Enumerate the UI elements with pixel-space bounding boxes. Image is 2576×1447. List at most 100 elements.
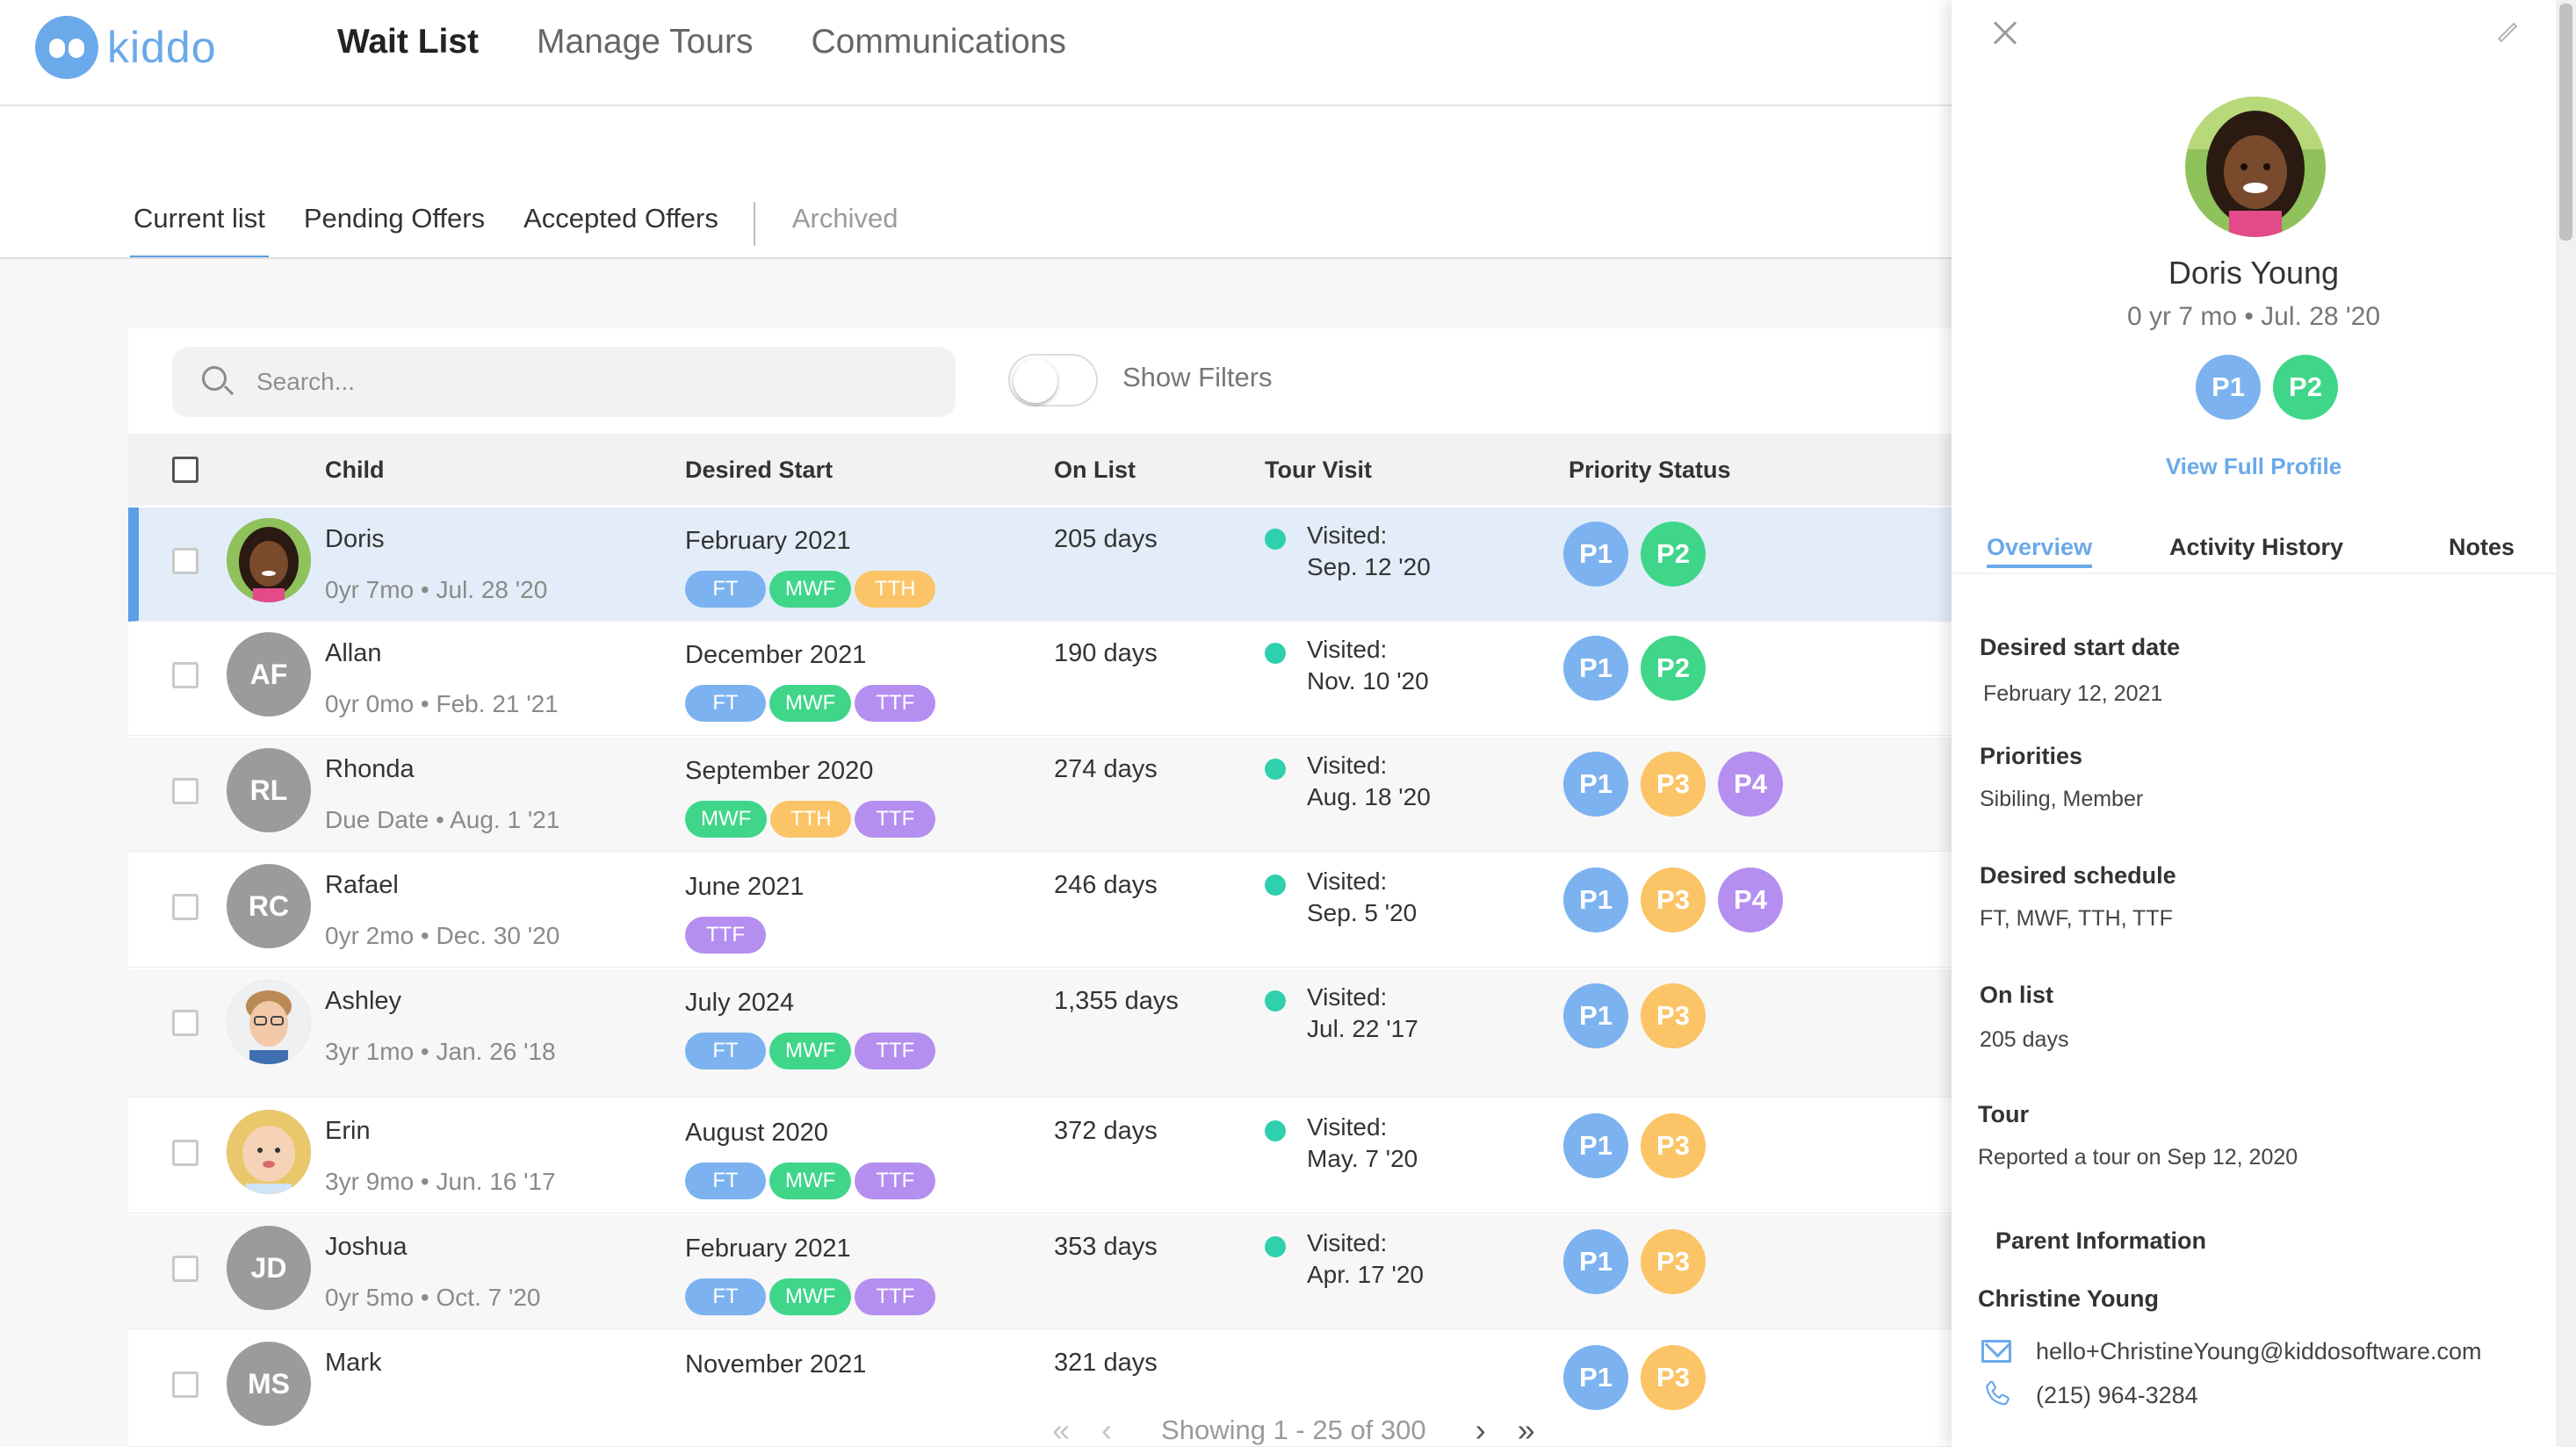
kiddo-logo[interactable]: kiddo [35, 16, 217, 79]
last-page-icon[interactable]: » [1517, 1412, 1535, 1447]
column-header-child[interactable]: Child [325, 457, 385, 483]
parent-email[interactable]: hello+ChristineYoung@kiddosoftware.com [2036, 1338, 2482, 1364]
table-row[interactable]: RL Rhonda Due Date • Aug. 1 '21 September 2… [128, 738, 1952, 852]
table-row[interactable]: Erin 3yr 9mo • Jun. 16 '17 August 2020 FT MW… [128, 1099, 1952, 1213]
priority-badge-p3: P3 [1641, 1113, 1706, 1178]
on-list-days: 1,355 days [1054, 987, 1179, 1015]
priority-badge-p1: P1 [1563, 1229, 1628, 1294]
schedule-chips: FT MWF TTH [685, 571, 936, 608]
schedule-chip-mwf: MWF [769, 571, 852, 608]
avatar: MS [227, 1342, 311, 1426]
row-checkbox[interactable] [172, 1371, 198, 1398]
tour-visit: Visited: Sep. 12 '20 [1307, 522, 1431, 580]
table-row[interactable]: RC Rafael 0yr 2mo • Dec. 30 '20 June 2021 TT… [128, 853, 1952, 968]
schedule-chip-ttf: TTF [855, 685, 936, 722]
panel-tab-overview[interactable]: Overview [1987, 534, 2093, 568]
row-checkbox[interactable] [172, 548, 198, 574]
table-row[interactable]: Doris 0yr 7mo • Jul. 28 '20 February 2021 F… [128, 508, 1952, 622]
panel-tab-notes[interactable]: Notes [2449, 534, 2515, 560]
priority-badges: P1 P3 [1563, 1345, 1706, 1410]
tab-archived[interactable]: Archived [791, 203, 898, 234]
parent-phone[interactable]: (215) 964-3284 [2036, 1382, 2198, 1408]
edit-pencil-icon[interactable] [2489, 18, 2521, 49]
tabs-underline [0, 257, 1952, 259]
schedule-chip-ttf: TTF [685, 917, 766, 954]
pagination: « ‹ Showing 1 - 25 of 300 › » [1036, 1412, 1551, 1447]
child-detail-panel: Doris Young 0 yr 7 mo • Jul. 28 '20 P1 P… [1952, 0, 2556, 1447]
priority-badge-p3: P3 [1641, 1345, 1706, 1410]
panel-tab-activity-history[interactable]: Activity History [2169, 534, 2344, 560]
column-header-priority-status[interactable]: Priority Status [1569, 457, 1731, 483]
priorities-value: Sibiling, Member [1980, 787, 2144, 811]
scrollbar[interactable] [2556, 0, 2576, 1447]
schedule-chip-mwf: MWF [769, 1278, 852, 1315]
row-checkbox[interactable] [172, 1140, 198, 1166]
priority-badge-p3: P3 [1641, 752, 1706, 817]
show-filters-toggle[interactable] [1008, 354, 1098, 407]
desired-start-label: Desired start date [1980, 634, 2181, 660]
priority-badges: P1 P3 [1563, 983, 1706, 1048]
row-checkbox[interactable] [172, 1010, 198, 1036]
tab-current-list[interactable]: Current list [130, 200, 269, 260]
phone-icon [1981, 1379, 2015, 1412]
table-row[interactable]: Ashley 3yr 1mo • Jan. 26 '18 July 2024 FT MW… [128, 969, 1952, 1098]
desired-start: February 2021 [685, 1235, 851, 1263]
priority-badges: P1 P2 [1563, 636, 1706, 701]
view-full-profile-link[interactable]: View Full Profile [2165, 453, 2342, 479]
avatar [227, 1110, 311, 1194]
table-row[interactable]: JD Joshua 0yr 5mo • Oct. 7 '20 February 202… [128, 1215, 1952, 1329]
column-header-desired-start[interactable]: Desired Start [685, 457, 833, 483]
scroll-thumb[interactable] [2559, 4, 2572, 241]
avatar: AF [227, 632, 311, 716]
column-header-tour-visit[interactable]: Tour Visit [1265, 457, 1373, 483]
child-name: Rafael [325, 871, 399, 899]
close-icon[interactable] [1987, 16, 2022, 51]
row-checkbox[interactable] [172, 662, 198, 688]
row-checkbox[interactable] [172, 894, 198, 920]
schedule-chip-mwf: MWF [769, 1033, 852, 1069]
table-row[interactable]: AF Allan 0yr 0mo • Feb. 21 '21 December 202… [128, 622, 1952, 736]
child-age: 0yr 2mo • Dec. 30 '20 [325, 922, 560, 949]
tour-status-dot [1265, 990, 1286, 1011]
nav-communications[interactable]: Communications [811, 23, 1066, 61]
tour-status-dot [1265, 1236, 1286, 1257]
parent-info-heading: Parent Information [1995, 1227, 2207, 1254]
search-icon [198, 363, 237, 401]
row-checkbox[interactable] [172, 778, 198, 804]
panel-priority-badges: P1 P2 [2196, 355, 2338, 420]
schedule-chip-ttf: TTF [855, 1163, 936, 1199]
tour-visit: Visited: Aug. 18 '20 [1307, 752, 1431, 810]
desired-schedule-value: FT, MWF, TTH, TTF [1980, 906, 2173, 931]
schedule-chips: FT MWF TTF [685, 1163, 936, 1199]
priority-badges: P1 P3 P4 [1563, 867, 1783, 932]
priority-badge-p1: P1 [1563, 983, 1628, 1048]
nav-manage-tours[interactable]: Manage Tours [537, 23, 754, 61]
desired-start: November 2021 [685, 1350, 867, 1379]
priorities-label: Priorities [1980, 743, 2083, 769]
child-age: Due Date • Aug. 1 '21 [325, 806, 560, 833]
schedule-chip-ttf: TTF [855, 1033, 936, 1069]
nav-wait-list[interactable]: Wait List [337, 23, 480, 61]
child-age: 3yr 1mo • Jan. 26 '18 [325, 1038, 556, 1065]
child-age: 3yr 9mo • Jun. 16 '17 [325, 1168, 556, 1195]
schedule-chip-ft: FT [685, 1278, 766, 1315]
table-row[interactable]: MS Mark November 2021 321 days P1 P3 [128, 1331, 1952, 1447]
first-page-icon[interactable]: « [1052, 1412, 1071, 1447]
pagination-text: Showing 1 - 25 of 300 [1161, 1415, 1426, 1445]
priority-badges: P1 P3 [1563, 1229, 1706, 1294]
next-page-icon[interactable]: › [1475, 1412, 1486, 1447]
column-header-on-list[interactable]: On List [1054, 457, 1136, 483]
show-filters-label: Show Filters [1122, 362, 1273, 392]
priority-badge-p4: P4 [1718, 752, 1783, 817]
desired-start: July 2024 [685, 989, 795, 1017]
row-checkbox[interactable] [172, 1256, 198, 1282]
select-all-checkbox[interactable] [172, 457, 198, 483]
tab-pending-offers[interactable]: Pending Offers [303, 203, 486, 234]
mail-icon [1981, 1340, 2011, 1363]
priority-badge-p3: P3 [1641, 983, 1706, 1048]
prev-page-icon[interactable]: ‹ [1101, 1412, 1113, 1447]
on-list-days: 205 days [1054, 525, 1158, 553]
panel-child-age: 0 yr 7 mo • Jul. 28 '20 [2126, 302, 2381, 331]
tab-accepted-offers[interactable]: Accepted Offers [523, 203, 718, 234]
search-input[interactable] [256, 368, 924, 396]
